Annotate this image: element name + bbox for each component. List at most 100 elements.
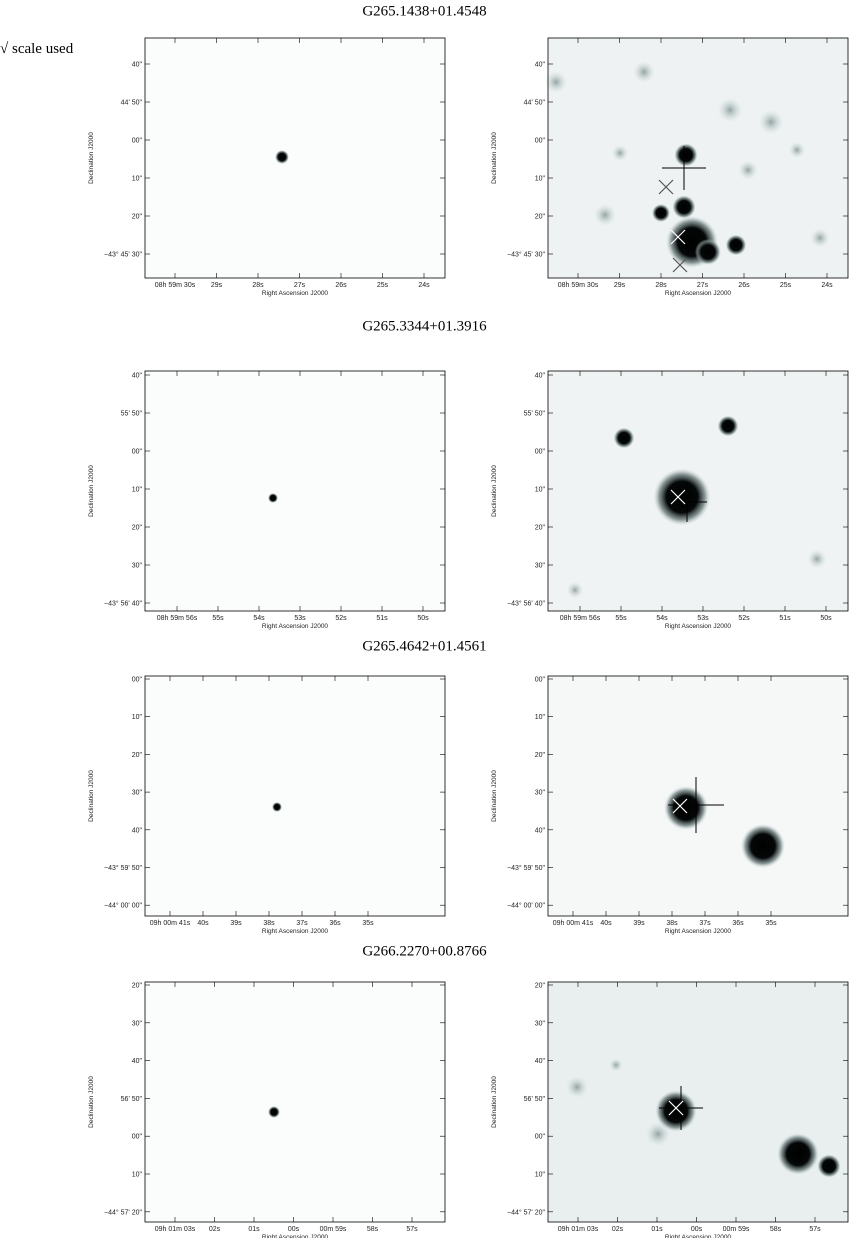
y-tick-label: 10"	[535, 714, 546, 721]
x-axis-label: Right Ascension J2000	[262, 928, 329, 935]
x-tick-label: 25s	[377, 282, 389, 289]
y-tick-label: 00"	[132, 138, 143, 145]
source-dot	[275, 150, 289, 164]
x-tick-label: 53s	[294, 615, 306, 622]
x-tick-label: 09h 00m 41s	[553, 920, 594, 927]
y-tick-label: 20"	[535, 214, 546, 221]
x-tick-label: 55s	[212, 615, 224, 622]
y-tick-label: 20"	[132, 214, 143, 221]
survey-panel: 00" 10" 20" 30" 40" −43° 59' 50" −44° 00' 00" 0…	[491, 675, 849, 935]
y-tick-label: 10"	[132, 1172, 143, 1179]
source-blob	[788, 141, 806, 159]
image-background	[145, 371, 445, 611]
x-tick-label: 09h 01m 03s	[155, 1226, 196, 1233]
radio-panel: 40" 55' 50" 00" 10" 20" 30" −43° 56' 40" 08h 59…	[88, 370, 446, 630]
frame	[547, 981, 849, 1223]
x-marker	[658, 179, 674, 195]
source-dot	[272, 802, 282, 812]
radio-panel: 00" 10" 20" 30" 40" −43° 59' 50" −44° 00' 00" 0…	[88, 675, 446, 935]
x-marker	[672, 798, 688, 814]
x-tick-label: 27s	[697, 282, 709, 289]
x-tick-label: 00s	[691, 1226, 703, 1233]
x-tick-label: 58s	[770, 1226, 782, 1233]
y-tick-label: 10"	[535, 1172, 546, 1179]
frame	[547, 675, 849, 917]
radio-panel: 40" 44' 50" 00" 10" 20" −43° 45' 30" 08h 59m 3…	[88, 37, 446, 297]
frame	[144, 37, 446, 279]
frame	[547, 370, 849, 612]
y-tick-label: 30"	[132, 563, 143, 570]
y-tick-label: −43° 56' 40"	[104, 600, 142, 608]
y-axis-label: Declination J2000	[491, 1076, 498, 1128]
x-tick-label: 52s	[738, 615, 750, 622]
x-tick-label: 00s	[288, 1226, 300, 1233]
y-tick-label: 00"	[535, 677, 546, 684]
source-blob	[672, 195, 696, 219]
y-tick-label: 20"	[535, 525, 546, 532]
source-blob	[758, 109, 784, 135]
x-tick-label: 50s	[820, 615, 832, 622]
source-title: G265.1438+01.4548	[362, 3, 486, 19]
y-tick-label: 55' 50"	[524, 411, 546, 418]
source-blob	[674, 143, 698, 167]
source-blob	[593, 203, 617, 227]
y-tick-label: 10"	[132, 176, 143, 183]
source-blob	[653, 468, 711, 526]
x-tick-label: 57s	[406, 1226, 418, 1233]
radio-panel: 20" 30" 40" 56' 50" 00" 10" −44° 57' 20" 09h 01…	[88, 981, 446, 1238]
source-blob	[717, 97, 743, 123]
y-axis-label: Declination J2000	[491, 132, 498, 184]
y-tick-label: 40"	[535, 373, 546, 380]
y-tick-label: 20"	[535, 983, 546, 990]
frame	[144, 675, 446, 917]
x-tick-label: 26s	[335, 282, 347, 289]
x-tick-label: 29s	[614, 282, 626, 289]
x-tick-label: 35s	[362, 920, 374, 927]
x-tick-label: 08h 59m 56s	[560, 615, 601, 622]
x-tick-label: 25s	[780, 282, 792, 289]
y-tick-label: 00"	[132, 677, 143, 684]
note: √ scale used	[0, 41, 74, 57]
y-tick-label: 10"	[132, 487, 143, 494]
y-tick-label: 00"	[535, 138, 546, 145]
x-marker	[668, 1100, 684, 1116]
y-axis-label: Declination J2000	[88, 465, 95, 517]
x-tick-label: 26s	[738, 282, 750, 289]
source-blob	[740, 823, 786, 869]
source-blob	[566, 581, 584, 599]
x-axis-label: Right Ascension J2000	[262, 623, 329, 630]
x-tick-label: 29s	[211, 282, 223, 289]
y-tick-label: −43° 59' 50"	[507, 864, 545, 872]
source-blob	[717, 415, 739, 437]
x-tick-label: 51s	[779, 615, 791, 622]
frame	[547, 37, 849, 279]
source-blob	[544, 70, 568, 94]
y-tick-label: 30"	[132, 790, 143, 797]
y-tick-label: 10"	[132, 714, 143, 721]
y-tick-label: −44° 57' 20"	[507, 1208, 545, 1216]
x-tick-label: 24s	[821, 282, 833, 289]
x-tick-label: 39s	[230, 920, 242, 927]
y-axis-label: Declination J2000	[491, 770, 498, 822]
x-axis-label: Right Ascension J2000	[665, 928, 732, 935]
y-axis-label: Declination J2000	[88, 1076, 95, 1128]
y-tick-label: 30"	[535, 563, 546, 570]
x-tick-label: 08h 59m 30s	[155, 282, 196, 289]
y-axis-label: Declination J2000	[88, 770, 95, 822]
source-title: G266.2270+00.8766	[362, 943, 487, 959]
x-axis-label: Right Ascension J2000	[262, 1234, 329, 1238]
y-tick-label: 20"	[132, 752, 143, 759]
y-tick-label: 55' 50"	[121, 411, 143, 418]
x-tick-label: 08h 59m 56s	[157, 615, 198, 622]
x-tick-label: 40s	[600, 920, 612, 927]
source-blob	[807, 549, 827, 569]
survey-panel: 40" 44' 50" 00" 10" 20" −43° 45' 30" 08h 59m 3…	[491, 37, 849, 297]
x-axis-label: Right Ascension J2000	[665, 623, 732, 630]
y-tick-label: 44' 50"	[121, 100, 143, 107]
x-tick-label: 28s	[252, 282, 264, 289]
x-tick-label: 54s	[656, 615, 668, 622]
source-blob	[777, 1133, 819, 1175]
source-title: G265.3344+01.3916	[362, 318, 487, 334]
y-tick-label: 30"	[535, 1020, 546, 1027]
y-tick-label: 00"	[132, 1134, 143, 1141]
